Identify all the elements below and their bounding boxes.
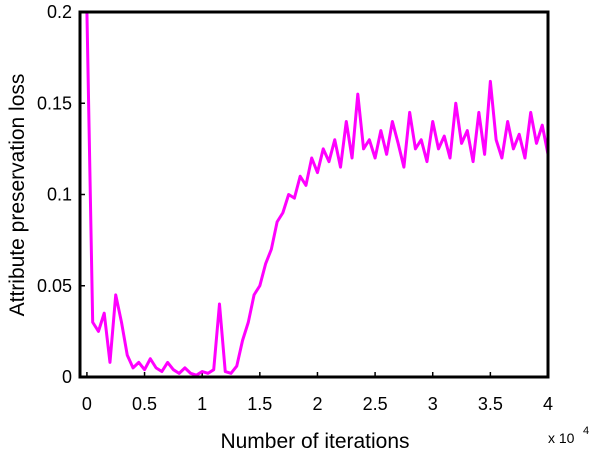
x-tick-label: 1 xyxy=(197,394,207,414)
x-tick-label: 4 xyxy=(543,394,553,414)
x-tick-label: 3.5 xyxy=(478,394,503,414)
x-tick-label: 2.5 xyxy=(363,394,388,414)
x-tick-label: 2 xyxy=(312,394,322,414)
x-scale-exponent: 4 xyxy=(583,425,589,437)
x-scale-label: x 10 xyxy=(548,430,575,446)
x-tick-label: 0.5 xyxy=(132,394,157,414)
axes-box xyxy=(78,10,550,379)
x-tick-label: 0 xyxy=(82,394,92,414)
x-axis-label: Number of iterations xyxy=(220,430,409,453)
y-tick-label: 0.1 xyxy=(47,185,72,205)
y-axis-label: Attribute preservation loss xyxy=(6,74,29,317)
y-tick-label: 0 xyxy=(62,367,72,387)
y-tick-label: 0.2 xyxy=(47,2,72,22)
y-tick-label: 0.15 xyxy=(37,93,72,113)
y-tick-label: 0.05 xyxy=(37,276,72,296)
data-line xyxy=(85,11,550,377)
x-tick-label: 1.5 xyxy=(247,394,272,414)
x-tick-label: 3 xyxy=(428,394,438,414)
